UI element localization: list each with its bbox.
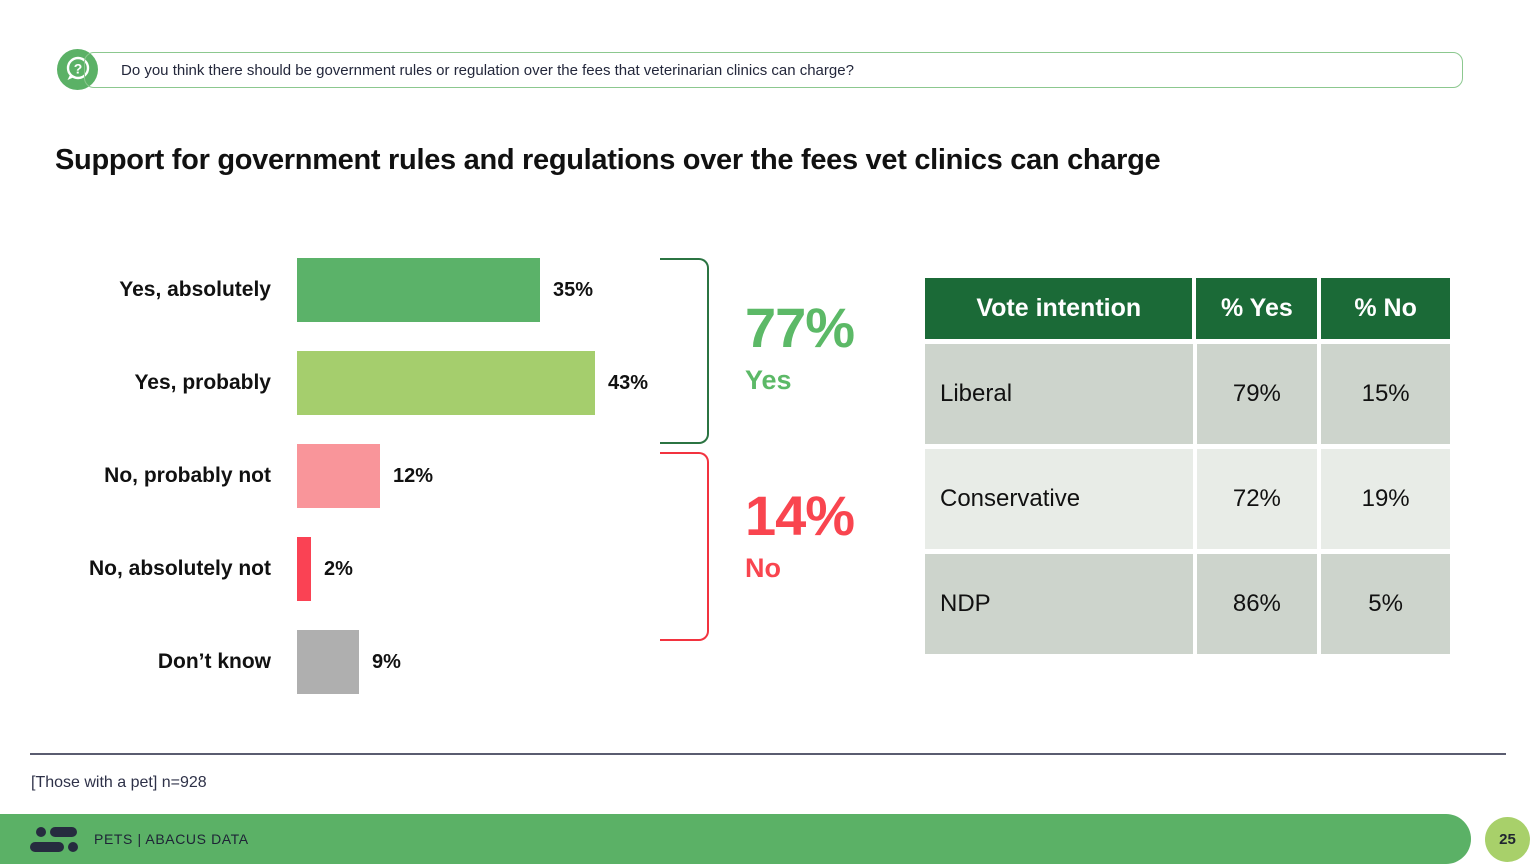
table-cell-no: 15% — [1321, 344, 1451, 444]
bar-label: No, absolutely not — [88, 557, 271, 581]
table-cell-no: 19% — [1321, 449, 1451, 549]
table-row-ndp: NDP 86% 5% — [925, 554, 1451, 654]
footnote-divider — [30, 753, 1506, 755]
no-summary-percent: 14% — [745, 484, 855, 547]
page-title: Support for government rules and regulat… — [55, 144, 1161, 176]
table-header-no: % No — [1321, 278, 1450, 339]
table-header-row: Vote intention % Yes % No — [925, 278, 1450, 339]
footnote: [Those with a pet] n=928 — [31, 774, 207, 791]
bar-no-absolutely-not — [297, 537, 311, 601]
table-cell-yes: 79% — [1196, 344, 1318, 444]
bar-chart: Yes, absolutely 35% Yes, probably 43% No… — [55, 258, 648, 723]
bar-value: 2% — [324, 557, 353, 580]
bar-yes-probably — [297, 351, 595, 415]
no-summary-label: No — [745, 553, 781, 583]
svg-text:?: ? — [74, 61, 83, 77]
bar-value: 9% — [372, 650, 401, 673]
bar-value: 35% — [553, 278, 594, 301]
logo-bar — [50, 826, 77, 837]
yes-summary-label: Yes — [745, 365, 792, 395]
bar-label: No, probably not — [104, 464, 271, 488]
table-header-vote-intention: Vote intention — [925, 278, 1193, 339]
yes-group-bracket — [660, 258, 709, 444]
bar-label: Yes, probably — [134, 371, 271, 395]
table-cell-yes: 86% — [1196, 554, 1318, 654]
table-cell-party: NDP — [925, 554, 1193, 654]
bar-value: 43% — [608, 371, 649, 394]
question-banner: Do you think there should be government … — [84, 52, 1463, 88]
table-cell-party: Liberal — [925, 344, 1193, 444]
table-cell-yes: 72% — [1196, 449, 1318, 549]
abacus-data-logo-icon — [30, 826, 78, 852]
bar-label: Don’t know — [157, 650, 271, 674]
table-cell-party: Conservative — [925, 449, 1193, 549]
footer-bar: PETS | ABACUS DATA — [0, 814, 1471, 864]
logo-row — [30, 841, 78, 852]
bar-row-yes-absolutely: Yes, absolutely 35% — [55, 258, 648, 322]
bar-dont-know — [297, 630, 359, 694]
vote-intention-table: Vote intention % Yes % No Liberal 79% 15… — [925, 278, 1451, 659]
page-number-badge: 25 — [1485, 817, 1530, 862]
logo-dot — [36, 826, 46, 837]
bar-value: 12% — [393, 464, 434, 487]
bar-row-no-probably-not: No, probably not 12% — [55, 444, 648, 508]
bar-yes-absolutely — [297, 258, 540, 322]
table-cell-no: 5% — [1321, 554, 1451, 654]
table-header-yes: % Yes — [1196, 278, 1318, 339]
table-row-liberal: Liberal 79% 15% — [925, 344, 1451, 444]
bar-label: Yes, absolutely — [119, 278, 271, 302]
question-text: Do you think there should be government … — [121, 61, 854, 79]
yes-summary-percent: 77% — [745, 296, 855, 359]
table-row-conservative: Conservative 72% 19% — [925, 449, 1451, 549]
yes-summary: 77% Yes — [745, 296, 855, 396]
no-group-bracket — [660, 452, 709, 641]
logo-dot — [68, 841, 78, 852]
bar-row-dont-know: Don’t know 9% — [55, 630, 648, 694]
logo-bar — [30, 841, 64, 852]
bar-no-probably-not — [297, 444, 380, 508]
footer-brand-text: PETS | ABACUS DATA — [94, 831, 249, 847]
bar-row-yes-probably: Yes, probably 43% — [55, 351, 648, 415]
bar-row-no-absolutely-not: No, absolutely not 2% — [55, 537, 648, 601]
logo-row — [36, 826, 78, 837]
no-summary: 14% No — [745, 484, 855, 584]
